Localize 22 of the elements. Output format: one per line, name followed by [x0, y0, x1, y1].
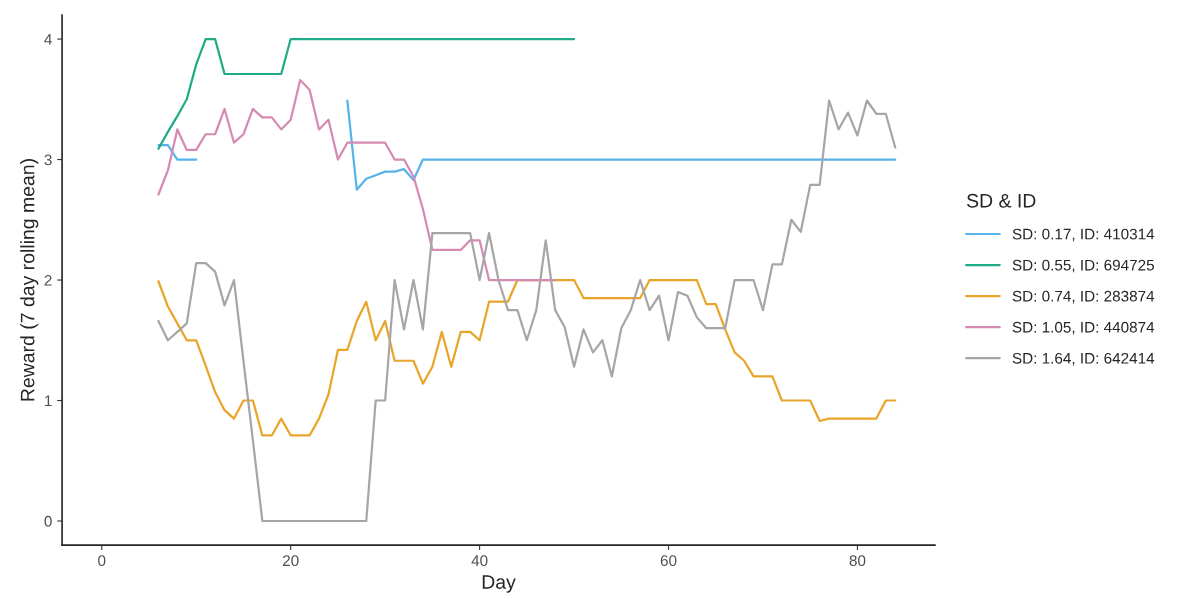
y-axis-title: Reward (7 day rolling mean) [20, 159, 39, 401]
line-series [157, 278, 897, 437]
y-tick-label: 2 [44, 274, 52, 286]
legend-label: SD: 0.55, ID: 694725 [1012, 259, 1154, 273]
x-tick-label: 60 [660, 555, 677, 567]
y-tick-label: 4 [44, 34, 52, 45]
line-series [157, 99, 897, 523]
x-tick-label: 0 [98, 555, 106, 567]
y-tick-label: 3 [44, 154, 52, 166]
legend-label: SD: 0.74, ID: 283874 [1012, 290, 1155, 304]
legend-label: SD: 1.05, ID: 440874 [1012, 321, 1155, 335]
y-tick-label: 0 [44, 515, 52, 527]
x-tick-label: 80 [849, 555, 866, 567]
line-series [157, 37, 576, 150]
y-tick-label: 1 [45, 395, 52, 407]
x-axis-title: Day [482, 575, 516, 593]
x-tick-label: 20 [282, 555, 299, 567]
x-tick-label: 40 [471, 555, 488, 567]
legend-label: SD: 0.17, ID: 410314 [1012, 228, 1155, 242]
legend-title: SD & ID [966, 193, 1036, 208]
line-series [157, 78, 557, 282]
legend-label: SD: 1.64, ID: 642414 [1012, 352, 1155, 366]
